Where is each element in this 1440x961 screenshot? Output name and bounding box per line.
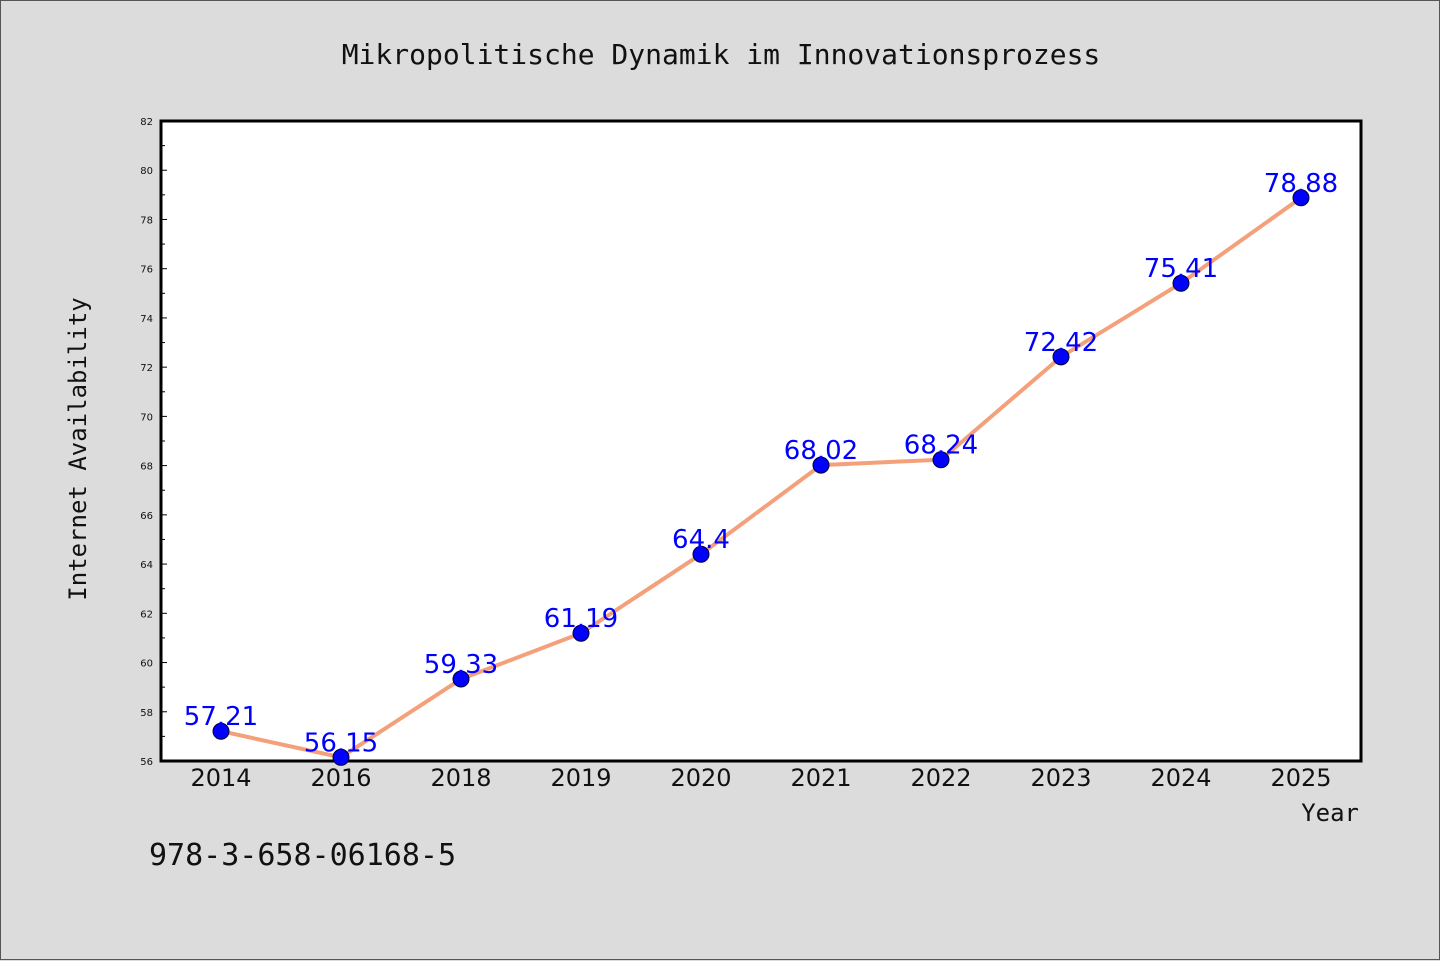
- x-tick-label: 2014: [190, 764, 251, 792]
- data-point: [1292, 189, 1310, 207]
- data-point: [572, 624, 590, 642]
- footer-isbn: 978-3-658-06168-5: [149, 838, 456, 873]
- y-tick-label: 72: [140, 363, 153, 374]
- data-point: [212, 722, 230, 740]
- y-axis-label: Internet Availability: [64, 297, 92, 600]
- x-tick-label: 2016: [310, 764, 371, 792]
- data-label: 59.33: [424, 650, 498, 680]
- plot-area: [159, 119, 1363, 763]
- x-tick-label: 2024: [1150, 764, 1211, 792]
- y-tick-label: 80: [140, 166, 153, 177]
- y-tick-label: 66: [140, 511, 153, 522]
- data-markers: [212, 189, 1310, 766]
- data-label: 57.21: [184, 702, 258, 732]
- data-label: 72.42: [1024, 328, 1098, 358]
- x-axis: 2014 2016 2018 2019 2020 2021 2022 2023 2024 2025: [190, 764, 1331, 792]
- data-label: 78.88: [1264, 169, 1338, 199]
- data-point: [1172, 274, 1190, 292]
- data-point: [932, 451, 950, 469]
- data-label: 68.24: [904, 431, 978, 461]
- y-tick-label: 70: [140, 412, 153, 423]
- x-tick-label: 2021: [790, 764, 851, 792]
- series-line: [220, 196, 1303, 760]
- y-tick-label: 74: [140, 314, 153, 325]
- data-label: 61.19: [544, 604, 618, 634]
- y-tick-label: 64: [140, 560, 153, 571]
- data-point: [1052, 348, 1070, 366]
- x-axis-label: Year: [1301, 799, 1359, 827]
- y-tick-label: 62: [140, 609, 153, 620]
- y-tick-label: 56: [140, 757, 153, 768]
- data-point: [452, 670, 470, 688]
- x-tick-label: 2019: [550, 764, 611, 792]
- y-tick-label: 68: [140, 462, 153, 473]
- x-tick-label: 2023: [1030, 764, 1091, 792]
- x-tick-label: 2025: [1270, 764, 1331, 792]
- y-tick-label: 82: [140, 117, 153, 128]
- data-point: [692, 545, 710, 563]
- y-axis: 56 58 60 62 64 66 68 70 72 74 76 78 80 82: [140, 117, 167, 768]
- x-tick-label: 2020: [670, 764, 731, 792]
- y-tick-label: 76: [140, 265, 153, 276]
- data-label: 75.41: [1144, 254, 1218, 284]
- data-labels: 57.21 56.15 59.33 61.19 64.4 68.02 68.24 72.42 7…: [184, 169, 1338, 759]
- data-label: 64.4: [672, 525, 730, 555]
- chart-title: Mikropolitische Dynamik im Innovationspr…: [342, 38, 1101, 71]
- y-tick-label: 60: [140, 659, 153, 670]
- x-tick-label: 2022: [910, 764, 971, 792]
- y-tick-label: 58: [140, 708, 153, 719]
- y-tick-label: 78: [140, 215, 153, 226]
- data-point: [332, 748, 350, 766]
- data-point: [812, 456, 830, 474]
- x-tick-label: 2018: [430, 764, 491, 792]
- data-label: 68.02: [784, 436, 858, 466]
- data-label: 56.15: [304, 728, 378, 758]
